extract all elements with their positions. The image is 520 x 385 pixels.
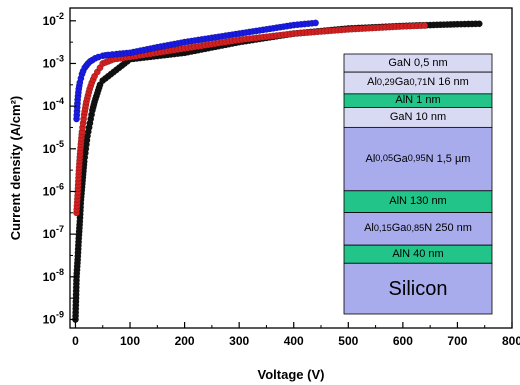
layer-label: Al 0,15 Ga 0,85 N 250 nm (364, 222, 472, 235)
layer-label-box: GaN 0,5 nm (388, 56, 448, 69)
x-tick-label: 200 (175, 334, 195, 348)
layer-label: Al 0,29 Ga 0,71 N 16 nm (367, 76, 469, 89)
axis-ticks: 0 100 200 300 400 500 600 700 800 10-2 10-3 10-4 10-… (43, 11, 520, 348)
layer-label-box: Silicon (388, 277, 448, 300)
x-tick-label: 500 (338, 334, 358, 348)
y-tick-label: 10-3 (43, 53, 64, 70)
layer-label: GaN 10 nm (389, 110, 447, 123)
y-axis-label: Current density (A/cm²) (8, 96, 23, 240)
layer-rect (343, 126, 493, 192)
layer-label: Al 0,05 Ga 0,95 N 1,5 µm (365, 152, 471, 165)
layer-label-box: Al 0,15 Ga 0,85 N 250 nm (364, 222, 472, 235)
layer-label: Silicon (388, 277, 448, 300)
plot-frame (69, 7, 513, 329)
y-tick-label: 10-5 (43, 139, 64, 156)
y-tick-label: 10-7 (43, 224, 64, 241)
data-point (475, 20, 483, 28)
layer-label-box: AlN 130 nm (389, 195, 447, 208)
layer-label-box: Al 0,29 Ga 0,71 N 16 nm (367, 76, 469, 89)
y-tick-label: 10-8 (43, 267, 64, 284)
y-tick-label: 10-6 (43, 181, 64, 198)
y-tick-label: 10-2 (43, 11, 64, 28)
layer-label-box: Al 0,05 Ga 0,95 N 1,5 µm (365, 152, 471, 165)
layer-label: AlN 1 nm (395, 94, 441, 107)
data-point (312, 19, 320, 27)
layer-label-box: GaN 10 nm (389, 110, 447, 123)
x-axis-label: Voltage (V) (258, 367, 325, 382)
layer-label-box: AlN 1 nm (395, 94, 441, 107)
layer-label: AlN 130 nm (389, 195, 447, 208)
layer-label: GaN 0,5 nm (388, 56, 448, 69)
x-tick-label: 300 (229, 334, 249, 348)
layer-stack-inset: GaN 0,5 nm Al 0,29 Ga 0,71 N 16 nm AlN 1 nm GaN… (343, 53, 493, 315)
data-point (421, 22, 429, 29)
x-tick-label: 700 (447, 334, 467, 348)
y-tick-label: 10-9 (43, 309, 64, 326)
y-tick-label: 10-4 (43, 96, 64, 113)
x-tick-label: 400 (284, 334, 304, 348)
layer-rect (343, 212, 493, 246)
x-tick-label: 100 (120, 334, 140, 348)
data-markers (72, 19, 483, 323)
layer-rect (343, 262, 493, 315)
x-tick-label: 800 (502, 334, 520, 348)
layer-label-box: AlN 40 nm (392, 247, 444, 260)
x-tick-label: 600 (393, 334, 413, 348)
layer-label: AlN 40 nm (392, 247, 444, 260)
x-tick-label: 0 (72, 334, 79, 348)
